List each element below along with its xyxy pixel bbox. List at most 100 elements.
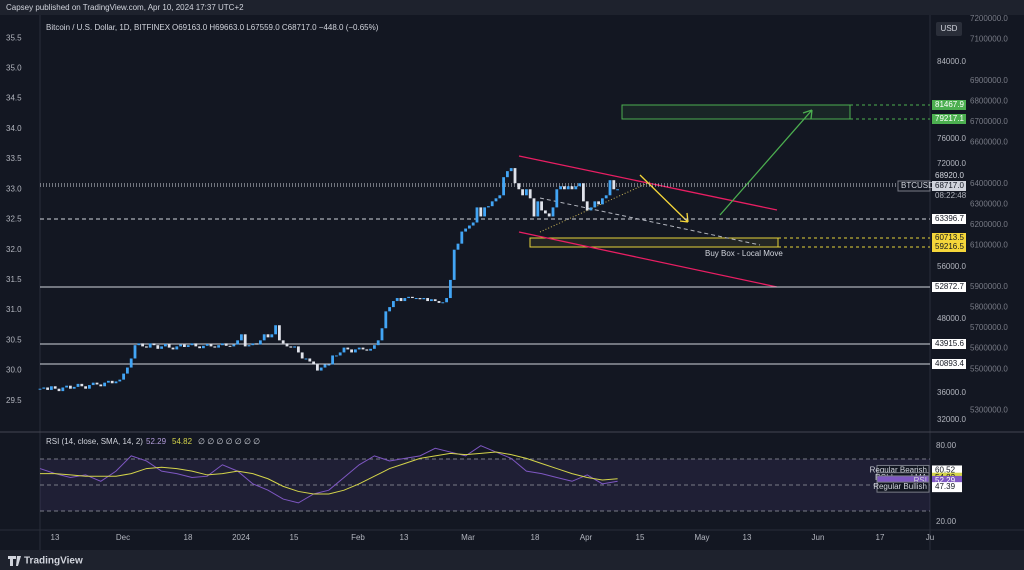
candle — [114, 381, 118, 384]
candle — [164, 343, 167, 347]
ohlc: O69163.0 H69663.0 L67559.0 C68717.0 −448… — [172, 23, 379, 32]
x-tick-label: Jun — [812, 533, 825, 542]
candle — [247, 345, 251, 347]
rsi-tick-label: 20.00 — [936, 517, 957, 526]
x-tick-label: Ju — [926, 533, 934, 542]
candle — [171, 347, 175, 350]
candle — [179, 344, 182, 347]
x-tick-label: 15 — [290, 533, 299, 542]
candle — [342, 347, 346, 353]
candle — [456, 243, 460, 250]
candle — [152, 343, 156, 346]
header-bar — [0, 0, 1024, 15]
candle — [490, 201, 494, 207]
x-tick-label: 15 — [636, 533, 645, 542]
candle — [99, 384, 103, 387]
candle — [118, 379, 122, 382]
price-tag-box — [932, 100, 966, 110]
logo — [8, 556, 21, 566]
candle — [38, 388, 42, 390]
y-tick-label: 33.5 — [6, 154, 22, 163]
rsi-ma-line — [40, 451, 618, 495]
price-axis-label: 6800000.0 — [970, 97, 1008, 106]
candle — [593, 201, 597, 208]
candle — [388, 307, 391, 312]
rsi-legend: RSI (14, close, SMA, 14, 2) — [46, 437, 143, 446]
price-axis-label: 76000.0 — [937, 134, 966, 143]
chart-title: Bitcoin / U.S. Dollar, 1D, BITFINEX — [46, 23, 171, 32]
price-axis-label: 48000.0 — [937, 314, 966, 323]
candle — [228, 345, 232, 347]
candle — [380, 328, 384, 341]
price-axis-label: 72000.0 — [937, 159, 966, 168]
x-tick-label: Dec — [116, 533, 130, 542]
price-axis-label: 36000.0 — [937, 388, 966, 397]
candle — [498, 195, 502, 199]
currency-box — [936, 22, 962, 36]
price-tag-box — [932, 359, 966, 369]
candle — [213, 346, 217, 348]
trendline — [518, 231, 778, 288]
candle — [331, 355, 334, 365]
candle — [262, 334, 266, 341]
rsi-legend-value: 52.29 — [146, 437, 167, 446]
price-tag-box — [932, 191, 966, 201]
price-axis-label: 7100000.0 — [970, 35, 1008, 44]
candle — [449, 279, 452, 299]
candle — [589, 207, 593, 211]
price-tag: 52872.7 — [935, 282, 964, 291]
candle — [445, 298, 448, 303]
arrow — [719, 109, 813, 216]
candle — [148, 343, 152, 348]
candle — [357, 347, 361, 350]
y-tick-label: 33.0 — [6, 184, 22, 193]
y-tick-label: 31.5 — [6, 275, 22, 284]
candle — [88, 385, 91, 389]
price-tag: 08:22:48 — [935, 191, 967, 200]
candle — [72, 386, 76, 389]
price-tag-box — [932, 171, 966, 181]
rsi-tag-value: 60.52 — [935, 466, 956, 475]
candle — [255, 343, 258, 345]
rsi-tag-box — [932, 465, 962, 476]
candle — [194, 343, 198, 347]
candle — [460, 231, 464, 244]
candle — [601, 198, 604, 205]
price-axis-label: 32000.0 — [937, 415, 966, 424]
price-axis-label: 6200000.0 — [970, 220, 1008, 229]
candle — [544, 210, 547, 214]
candle — [494, 198, 498, 202]
candle — [392, 301, 395, 308]
candle — [285, 343, 289, 347]
price-axis-label: 6700000.0 — [970, 117, 1008, 126]
candle — [475, 207, 479, 223]
candle — [84, 386, 87, 389]
candle — [532, 198, 536, 217]
candle — [259, 340, 262, 345]
candle — [521, 189, 524, 196]
candle — [205, 343, 209, 346]
price-axis-label: 84000.0 — [937, 57, 966, 66]
candle — [441, 302, 445, 304]
y-tick-label: 31.0 — [6, 305, 22, 314]
candle — [308, 358, 312, 362]
y-tick-label: 30.0 — [6, 366, 22, 375]
candle — [426, 298, 429, 302]
y-tick-label: 32.5 — [6, 215, 22, 224]
candle — [373, 345, 376, 349]
price-tag: 43915.6 — [935, 339, 964, 348]
price-axis-label: 5900000.0 — [970, 282, 1008, 291]
candle — [399, 298, 403, 302]
rsi-tag-box — [932, 482, 962, 493]
candle — [167, 343, 171, 348]
rsi-legend-ma: 54.82 — [172, 437, 193, 446]
candle — [433, 299, 437, 302]
candle — [57, 388, 61, 392]
drawings — [40, 104, 930, 512]
candle — [281, 340, 285, 344]
candle — [487, 206, 490, 208]
candle — [278, 325, 281, 341]
candle — [612, 180, 616, 190]
candle — [274, 325, 277, 335]
